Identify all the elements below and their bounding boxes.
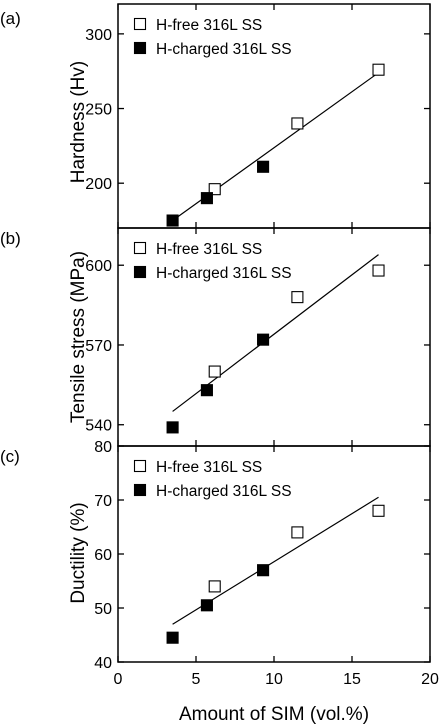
h-free-point	[372, 63, 385, 76]
legend-marker	[133, 241, 147, 255]
y-tick-label: 50	[94, 601, 112, 618]
x-tick-label: 20	[421, 671, 439, 688]
panel-label: (b)	[0, 229, 21, 248]
y-axis-label: Ductility (%)	[68, 502, 89, 603]
legend-label: H-charged 316L SS	[156, 41, 292, 58]
legend-marker	[133, 483, 147, 497]
x-tick-label: 5	[192, 671, 201, 688]
h-free-point	[372, 504, 385, 517]
panel-label: (c)	[0, 447, 20, 466]
h-charged-point	[166, 421, 179, 434]
y-tick-label: 300	[85, 27, 112, 44]
plot-frame	[117, 3, 431, 229]
panel-0: 200 250 300 (a) Hardness (Hv) H-free 316L SS H…	[0, 3, 431, 229]
y-axis-label: Tensile stress (MPa)	[68, 251, 89, 423]
h-charged-point	[257, 160, 270, 173]
y-tick-label: 250	[85, 102, 112, 119]
y-tick-label: 40	[94, 655, 112, 672]
panel-1: 540 570 600 (b) Tensile stress (MPa) H-free 3…	[0, 227, 431, 447]
y-tick-label: 80	[94, 439, 112, 456]
x-tick-label: 10	[265, 671, 283, 688]
x-axis-label: Amount of SIM (vol.%)	[179, 704, 369, 725]
y-axis-label: Hardness (Hv)	[68, 61, 89, 183]
h-charged-point	[166, 631, 179, 644]
legend-label: H-charged 316L SS	[156, 265, 292, 282]
h-free-point	[208, 580, 221, 593]
legend-label: H-charged 316L SS	[156, 483, 292, 500]
panel-label: (a)	[0, 9, 21, 28]
h-free-point	[372, 264, 385, 277]
x-tick-label: 0	[114, 671, 123, 688]
legend-marker	[133, 265, 147, 279]
h-charged-point	[257, 333, 270, 346]
y-tick-label: 60	[94, 547, 112, 564]
x-tick-label: 15	[343, 671, 361, 688]
y-tick-label: 70	[94, 493, 112, 510]
h-charged-point	[200, 192, 213, 205]
y-tick-label: 540	[85, 418, 112, 435]
h-free-point	[208, 365, 221, 378]
h-free-point	[291, 117, 304, 130]
legend-label: H-free 316L SS	[156, 459, 262, 476]
h-charged-point	[200, 384, 213, 397]
y-tick-label: 570	[85, 338, 112, 355]
panel-2: 40 50 60 70 80 (c) Ductility (%) H-free 316L SS…	[0, 439, 431, 672]
legend-marker	[133, 41, 147, 55]
plot-frame	[117, 445, 431, 663]
y-tick-label: 200	[85, 176, 112, 193]
h-free-point	[291, 291, 304, 304]
h-charged-point	[200, 599, 213, 612]
h-free-point	[208, 183, 221, 196]
plot-frame	[117, 227, 431, 447]
h-charged-point	[166, 214, 179, 227]
legend-label: H-free 316L SS	[156, 17, 262, 34]
h-charged-point	[257, 564, 270, 577]
legend-label: H-free 316L SS	[156, 241, 262, 258]
legend-marker	[133, 459, 147, 473]
y-tick-label: 600	[85, 258, 112, 275]
h-free-point	[291, 526, 304, 539]
legend-marker	[133, 17, 147, 31]
